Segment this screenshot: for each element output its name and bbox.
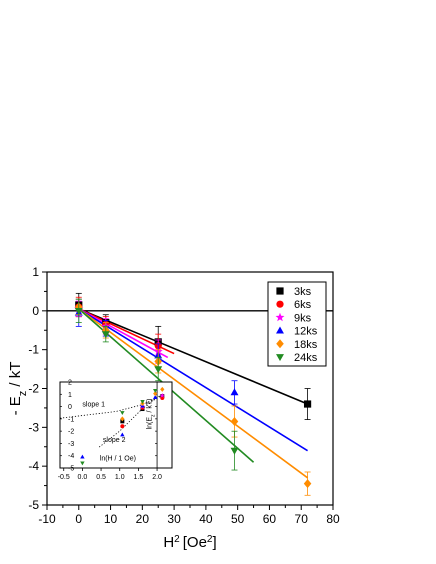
inset-y-tick-label: -2 — [68, 429, 74, 436]
x-tick-label: 40 — [199, 512, 213, 526]
x-axis-title: H2 [Oe2] — [163, 534, 216, 552]
inset-point-star — [159, 392, 165, 398]
fit-line-9ks — [78, 308, 169, 359]
inset-point-triangle-up — [80, 454, 85, 459]
legend-label-9ks: 9ks — [294, 312, 312, 324]
inset-y-tick-label: -4 — [68, 453, 74, 460]
x-tick-label: 50 — [231, 512, 245, 526]
inset-plot: -0.5 0.0 0.5 1.0 1.5 2.0 2 1 0 -1 -2 -3 -4 -5 ln(Ez / … — [58, 380, 173, 481]
inset-x-tick-label: 0.0 — [78, 474, 88, 481]
inset-y-tick-label: -3 — [68, 441, 74, 448]
inset-annotation-2: slope 2 — [103, 437, 126, 444]
legend-marker-9ks — [275, 312, 285, 322]
inset-y-axis-title: ln(Ez / kT) — [146, 398, 156, 429]
y-tick-label: -2 — [28, 382, 39, 396]
inset-frame — [59, 381, 173, 469]
fit-line-18ks — [78, 308, 309, 479]
inset-point-diamond — [153, 391, 158, 397]
inset-x-axis-title: ln(H / 1 Oe) — [100, 456, 136, 463]
inset-point-circle — [120, 424, 125, 429]
legend-label-24ks: 24ks — [294, 352, 318, 364]
data-point-18ks — [303, 479, 312, 489]
y-tick-label: 1 — [32, 265, 39, 279]
data-point-24ks — [230, 447, 239, 455]
legend-box — [267, 281, 327, 367]
x-tick-label: 0 — [75, 512, 82, 526]
data-point-3ks — [303, 400, 312, 408]
inset-y-tick-label: 1 — [68, 392, 72, 399]
inset-y-tick-label: 2 — [68, 380, 72, 387]
y-axis-title: - Ez / kT — [7, 362, 29, 416]
inset-x-tick-label: -0.5 — [58, 474, 70, 481]
y-tick-label: -4 — [28, 459, 39, 473]
inset-point-triangle-down — [153, 389, 158, 393]
x-tick-label: 10 — [104, 512, 118, 526]
inset-x-tick-label: 1.5 — [134, 474, 144, 481]
legend-marker-24ks — [276, 354, 284, 362]
data-point-18ks — [230, 417, 239, 427]
inset-y-tick-label: -1 — [68, 416, 74, 423]
legend-label-12ks: 12ks — [294, 326, 318, 338]
inset-y-tick-label: 0 — [68, 404, 72, 411]
x-tick-label: -10 — [38, 512, 56, 526]
data-point-12ks — [230, 388, 239, 396]
y-tick-label: -3 — [28, 420, 39, 434]
x-tick-label: 80 — [326, 512, 340, 526]
inset-point-triangle-down — [80, 461, 85, 466]
x-tick-label: 30 — [167, 512, 181, 526]
x-tick-label: 60 — [263, 512, 277, 526]
x-tick-label: 70 — [295, 512, 309, 526]
inset-y-tick-label: -5 — [68, 466, 74, 473]
y-tick-label: -1 — [28, 343, 39, 357]
inset-point-triangle-up — [120, 432, 125, 437]
inset-x-tick-label: 0.5 — [96, 474, 106, 481]
inset-fit-line-2 — [98, 394, 162, 448]
inset-annotation-1: slope 1 — [82, 402, 105, 409]
legend-marker-12ks — [276, 326, 284, 334]
inset-point-triangle-down — [140, 400, 145, 404]
inset-point-diamond — [120, 416, 125, 422]
inset-x-tick-label: 2.0 — [152, 474, 162, 481]
fit-line-3ks — [78, 308, 308, 405]
x-tick-label: 20 — [136, 512, 150, 526]
data-point-24ks — [74, 307, 83, 315]
legend-marker-3ks — [276, 287, 284, 295]
legend-marker-6ks — [276, 300, 284, 308]
legend-label-18ks: 18ks — [294, 339, 318, 351]
inset-fit-line-1 — [59, 395, 163, 419]
data-point-24ks — [101, 331, 110, 339]
inset-point-triangle-down — [120, 411, 125, 416]
inset-point-diamond — [160, 386, 165, 392]
data-point-24ks — [154, 366, 163, 374]
y-tick-label: 0 — [32, 304, 39, 318]
legend-label-3ks: 3ks — [294, 286, 312, 298]
legend-label-6ks: 6ks — [294, 299, 312, 311]
inset-x-tick-label: 1.0 — [115, 474, 125, 481]
legend-marker-18ks — [276, 339, 284, 349]
fit-line-12ks — [78, 308, 308, 452]
y-tick-label: -5 — [28, 498, 39, 512]
inset-point-triangle-up — [153, 395, 158, 399]
